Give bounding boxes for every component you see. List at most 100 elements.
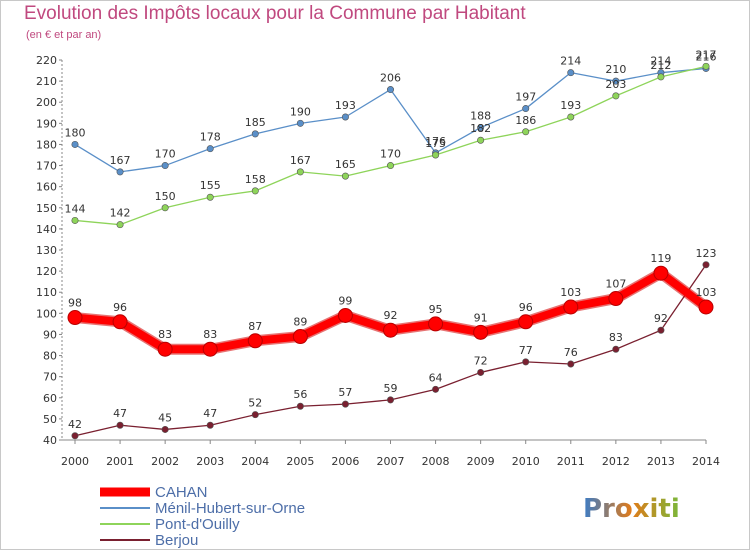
- data-point-menil-hubert-sur-orne: [612, 77, 620, 85]
- data-point-berjou: [477, 368, 485, 376]
- series-layer: [67, 62, 714, 440]
- data-point-pont-d-ouilly: [702, 62, 710, 70]
- data-labels: 180 167 170 178 185 190 193 206 176 188 197 214 210 2…: [65, 48, 717, 430]
- x-tick-label: 2000: [61, 455, 89, 468]
- data-label-cahan: 119: [650, 252, 671, 265]
- data-label-menil-hubert-sur-orne: 180: [65, 126, 86, 139]
- data-point-menil-hubert-sur-orne: [251, 130, 259, 138]
- data-label-pont-d-ouilly: 170: [380, 148, 401, 161]
- data-label-pont-d-ouilly: 212: [650, 59, 671, 72]
- data-point-menil-hubert-sur-orne: [296, 119, 304, 127]
- y-tick-label: 50: [43, 413, 57, 426]
- data-label-pont-d-ouilly: 203: [605, 78, 626, 91]
- data-point-berjou: [386, 396, 394, 404]
- data-label-cahan: 83: [203, 328, 217, 341]
- data-label-pont-d-ouilly: 217: [696, 48, 717, 61]
- data-label-berjou: 64: [429, 371, 443, 384]
- proxiti-logo: Proxiti: [583, 494, 680, 524]
- data-point-menil-hubert-sur-orne: [161, 162, 169, 170]
- y-tick-label: 210: [36, 75, 57, 88]
- data-point-berjou: [432, 385, 440, 393]
- data-point-cahan: [563, 299, 579, 315]
- data-point-berjou: [341, 400, 349, 408]
- data-label-menil-hubert-sur-orne: 170: [155, 148, 176, 161]
- data-point-menil-hubert-sur-orne: [386, 86, 394, 94]
- legend-label-berjou: Berjou: [155, 532, 198, 549]
- data-label-cahan: 103: [696, 286, 717, 299]
- data-label-pont-d-ouilly: 193: [560, 99, 581, 112]
- data-point-menil-hubert-sur-orne: [341, 113, 349, 121]
- y-tick-label: 140: [36, 223, 57, 236]
- data-point-pont-d-ouilly: [432, 151, 440, 159]
- data-label-berjou: 92: [654, 312, 668, 325]
- y-tick-label: 70: [43, 371, 57, 384]
- y-tick-label: 170: [36, 160, 57, 173]
- data-point-berjou: [71, 432, 79, 440]
- data-label-pont-d-ouilly: 165: [335, 158, 356, 171]
- x-tick-label: 2008: [422, 455, 450, 468]
- data-point-menil-hubert-sur-orne: [71, 140, 79, 148]
- data-point-cahan: [202, 341, 218, 357]
- data-point-berjou: [296, 402, 304, 410]
- x-tick-label: 2012: [602, 455, 630, 468]
- data-label-berjou: 52: [248, 397, 262, 410]
- data-label-cahan: 96: [113, 301, 127, 314]
- data-label-berjou: 47: [203, 407, 217, 420]
- data-label-menil-hubert-sur-orne: 188: [470, 110, 491, 123]
- data-label-berjou: 42: [68, 418, 82, 431]
- legend-label-menil-hubert-sur-orne: Ménil-Hubert-sur-Orne: [155, 500, 305, 517]
- y-tick-label: 200: [36, 96, 57, 109]
- data-label-pont-d-ouilly: 158: [245, 173, 266, 186]
- data-point-pont-d-ouilly: [71, 216, 79, 224]
- data-label-menil-hubert-sur-orne: 193: [335, 99, 356, 112]
- data-label-berjou: 57: [338, 386, 352, 399]
- data-label-pont-d-ouilly: 144: [65, 202, 86, 215]
- data-label-berjou: 72: [474, 354, 488, 367]
- data-point-cahan: [292, 329, 308, 345]
- data-point-pont-d-ouilly: [116, 221, 124, 229]
- data-label-pont-d-ouilly: 182: [470, 122, 491, 135]
- legend: CAHANMénil-Hubert-sur-OrnePont-d'OuillyB…: [100, 484, 305, 549]
- x-tick-label: 2003: [196, 455, 224, 468]
- axes: 40 50 60 70 80 90 100 110 120 130 140 150 160 170 180 1…: [36, 54, 720, 468]
- data-point-berjou: [702, 261, 710, 269]
- data-label-pont-d-ouilly: 150: [155, 190, 176, 203]
- y-tick-label: 110: [36, 286, 57, 299]
- x-tick-label: 2011: [557, 455, 585, 468]
- data-point-cahan: [157, 341, 173, 357]
- data-label-pont-d-ouilly: 155: [200, 179, 221, 192]
- y-tick-label: 120: [36, 265, 57, 278]
- data-point-cahan: [337, 307, 353, 323]
- data-point-menil-hubert-sur-orne: [522, 105, 530, 113]
- data-point-berjou: [161, 425, 169, 433]
- data-point-pont-d-ouilly: [206, 193, 214, 201]
- data-label-berjou: 56: [293, 388, 307, 401]
- data-point-pont-d-ouilly: [161, 204, 169, 212]
- data-point-cahan: [428, 316, 444, 332]
- data-point-berjou: [567, 360, 575, 368]
- data-label-pont-d-ouilly: 142: [110, 207, 131, 220]
- chart-subtitle: (en € et par an): [26, 29, 102, 41]
- data-label-menil-hubert-sur-orne: 216: [696, 50, 717, 63]
- data-label-berjou: 77: [519, 344, 533, 357]
- data-label-pont-d-ouilly: 186: [515, 114, 536, 127]
- data-point-pont-d-ouilly: [251, 187, 259, 195]
- y-tick-label: 100: [36, 307, 57, 320]
- x-tick-label: 2006: [331, 455, 359, 468]
- data-point-berjou: [116, 421, 124, 429]
- data-label-menil-hubert-sur-orne: 185: [245, 116, 266, 129]
- data-label-menil-hubert-sur-orne: 190: [290, 105, 311, 118]
- data-point-menil-hubert-sur-orne: [116, 168, 124, 176]
- data-label-menil-hubert-sur-orne: 176: [425, 135, 446, 148]
- x-tick-label: 2014: [692, 455, 720, 468]
- data-label-cahan: 107: [605, 278, 626, 291]
- y-tick-label: 80: [43, 350, 57, 363]
- y-tick-label: 190: [36, 117, 57, 130]
- x-tick-label: 2004: [241, 455, 269, 468]
- data-label-cahan: 92: [384, 309, 398, 322]
- data-label-pont-d-ouilly: 167: [290, 154, 311, 167]
- data-point-pont-d-ouilly: [612, 92, 620, 100]
- data-point-pont-d-ouilly: [522, 128, 530, 136]
- data-label-cahan: 89: [293, 316, 307, 329]
